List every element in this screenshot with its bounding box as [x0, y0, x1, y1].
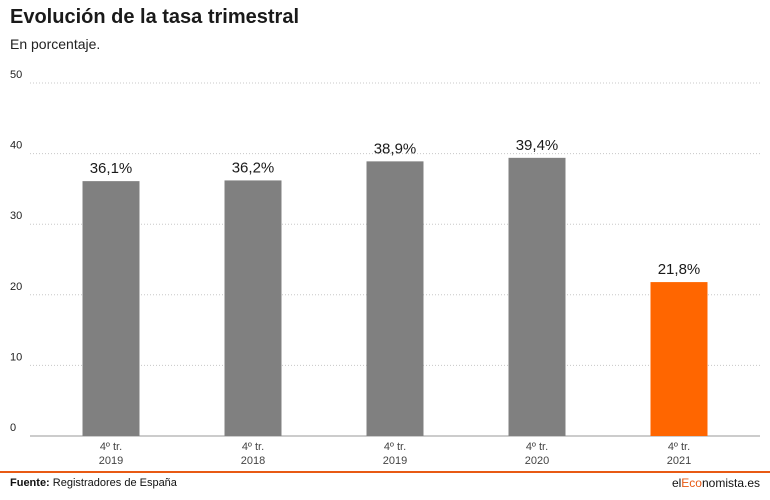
- brand-logo: elEconomista.es: [672, 476, 760, 490]
- y-tick-label: 20: [10, 281, 22, 293]
- source-note: Fuente: Registradores de España: [10, 477, 177, 489]
- brand-accent: Eco: [681, 476, 702, 490]
- source-text: Registradores de España: [49, 477, 177, 489]
- y-tick-label: 40: [10, 140, 22, 152]
- x-tick-label: 4º tr.: [100, 441, 122, 453]
- bar: [508, 157, 566, 436]
- bar-value-label: 21,8%: [658, 261, 701, 278]
- bar: [650, 282, 708, 436]
- x-tick-label: 2019: [383, 455, 407, 467]
- bar-value-label: 38,9%: [374, 140, 417, 157]
- x-tick-label: 2018: [241, 455, 265, 467]
- x-tick-label: 2021: [667, 455, 691, 467]
- y-tick-label: 0: [10, 422, 16, 434]
- x-tick-label: 2020: [525, 455, 549, 467]
- bar: [366, 161, 424, 436]
- brand-prefix: el: [671, 476, 682, 490]
- bar: [82, 181, 140, 436]
- bar-value-label: 36,1%: [90, 160, 133, 177]
- chart-title: Evolución de la tasa trimestral: [10, 6, 299, 28]
- x-tick-label: 4º tr.: [668, 441, 690, 453]
- x-tick-label: 4º tr.: [242, 441, 264, 453]
- bar-value-label: 39,4%: [516, 137, 559, 154]
- source-label: Fuente:: [10, 477, 50, 489]
- chart-subtitle: En porcentaje.: [10, 36, 101, 52]
- bar: [224, 180, 282, 436]
- x-tick-label: 4º tr.: [384, 441, 406, 453]
- bar-chart: 0 10 20 30 40 50 36,1% 4º tr. 2019 36,2% 4º tr. 201…: [10, 69, 760, 467]
- y-tick-label: 50: [10, 69, 22, 81]
- x-tick-label: 4º tr.: [526, 441, 548, 453]
- y-tick-label: 30: [10, 210, 22, 222]
- x-tick-label: 2019: [99, 455, 123, 467]
- y-tick-label: 10: [10, 351, 22, 363]
- brand-suffix: nomista.es: [701, 476, 760, 490]
- bar-value-label: 36,2%: [232, 159, 275, 176]
- footer-divider: [0, 471, 770, 473]
